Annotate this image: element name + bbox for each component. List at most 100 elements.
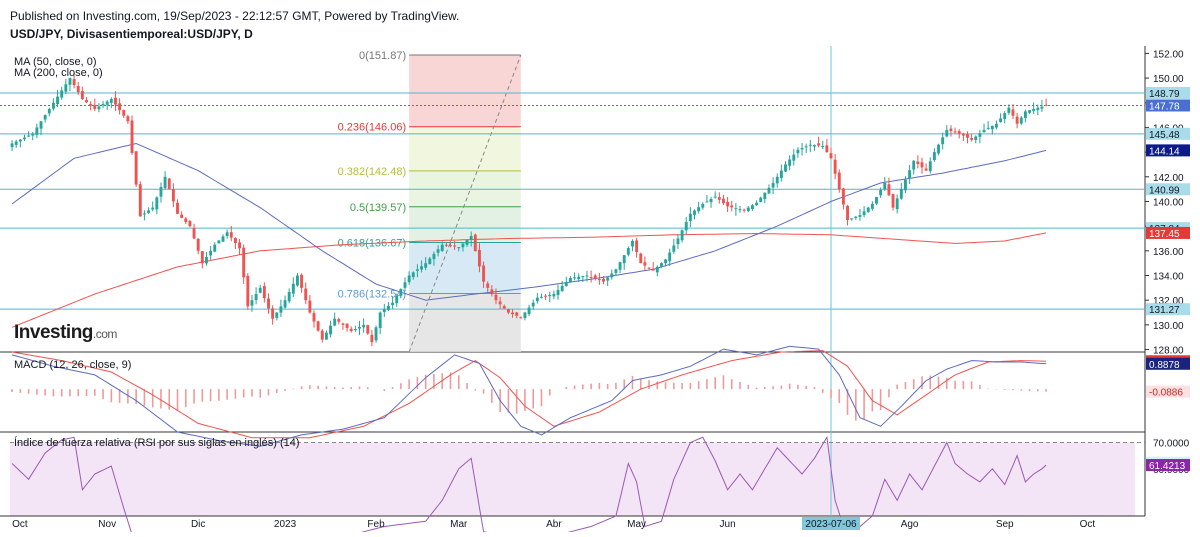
candle-79 bbox=[337, 319, 341, 322]
fib-trend-line bbox=[408, 54, 522, 353]
candle-123 bbox=[519, 317, 523, 319]
candle-164 bbox=[688, 213, 692, 222]
candle-104 bbox=[440, 244, 444, 251]
candle-173 bbox=[726, 201, 730, 207]
candle-133 bbox=[560, 285, 564, 292]
candle-134 bbox=[564, 281, 568, 287]
candle-246 bbox=[1028, 110, 1031, 113]
candle-214 bbox=[895, 198, 899, 210]
candle-203 bbox=[850, 218, 854, 220]
candle-22 bbox=[101, 103, 105, 106]
candle-58 bbox=[250, 300, 254, 306]
price-tick-label-2: 132.00 bbox=[1153, 296, 1184, 307]
published-caption: Published on Investing.com, 19/Sep/2023 … bbox=[10, 9, 460, 23]
candle-72 bbox=[308, 300, 312, 313]
candle-153 bbox=[643, 262, 647, 266]
candle-197 bbox=[825, 145, 829, 153]
candle-71 bbox=[304, 288, 308, 301]
candle-144 bbox=[606, 277, 610, 281]
candle-16 bbox=[76, 86, 80, 93]
price-label-0: 148.79 bbox=[1149, 89, 1180, 100]
candle-196 bbox=[821, 145, 825, 148]
candle-55 bbox=[238, 242, 241, 249]
candle-99 bbox=[420, 266, 423, 270]
candle-160 bbox=[672, 245, 676, 252]
candle-73 bbox=[312, 313, 316, 322]
candle-202 bbox=[846, 205, 849, 220]
candle-238 bbox=[994, 123, 998, 128]
candle-60 bbox=[258, 287, 262, 293]
candle-111 bbox=[469, 236, 473, 240]
candle-211 bbox=[883, 182, 887, 190]
rsi-label-1: 61.4213 bbox=[1149, 461, 1186, 472]
candle-8 bbox=[43, 115, 47, 120]
candle-207 bbox=[866, 207, 870, 213]
candle-74 bbox=[316, 321, 320, 331]
candle-15 bbox=[72, 79, 76, 86]
candle-151 bbox=[635, 240, 639, 253]
candle-110 bbox=[465, 239, 469, 245]
price-label-0-bg bbox=[1146, 87, 1190, 100]
candle-27 bbox=[122, 109, 126, 116]
candle-236 bbox=[986, 127, 990, 129]
candle-180 bbox=[755, 202, 759, 206]
candle-130 bbox=[548, 294, 552, 297]
candle-117 bbox=[494, 294, 498, 301]
price-label-4-bg bbox=[1146, 183, 1190, 196]
fib-zone-4 bbox=[409, 242, 521, 294]
candle-248 bbox=[1036, 107, 1040, 111]
candle-26 bbox=[118, 103, 122, 111]
candle-109 bbox=[461, 243, 465, 248]
candle-75 bbox=[320, 330, 324, 340]
candle-10 bbox=[51, 102, 55, 109]
candle-116 bbox=[490, 289, 494, 295]
candle-53 bbox=[229, 232, 233, 238]
candle-12 bbox=[60, 90, 64, 98]
candle-213 bbox=[891, 194, 895, 208]
rsi-title: Índice de fuerza relativa (RSI por sus s… bbox=[14, 437, 300, 449]
candle-76 bbox=[324, 332, 328, 340]
candle-103 bbox=[436, 249, 440, 253]
candle-163 bbox=[684, 222, 688, 231]
candle-14 bbox=[68, 78, 72, 85]
candle-131 bbox=[552, 294, 556, 297]
candle-189 bbox=[792, 154, 796, 161]
candle-193 bbox=[808, 144, 812, 146]
candle-159 bbox=[668, 252, 672, 262]
candle-7 bbox=[39, 121, 43, 129]
candle-25 bbox=[114, 97, 117, 105]
macd-title: MACD (12, 26, close, 9) bbox=[14, 359, 132, 371]
candle-149 bbox=[626, 248, 630, 255]
candle-242 bbox=[1011, 109, 1015, 116]
candle-243 bbox=[1015, 116, 1019, 124]
candle-37 bbox=[163, 176, 167, 189]
candle-169 bbox=[709, 199, 713, 203]
candle-220 bbox=[920, 162, 924, 168]
price-tick-label-0: 128.00 bbox=[1153, 346, 1184, 357]
candle-28 bbox=[126, 116, 130, 122]
candle-96 bbox=[407, 275, 411, 283]
macd-label-2-bg bbox=[1146, 385, 1190, 398]
candle-83 bbox=[353, 328, 357, 331]
candle-94 bbox=[399, 289, 403, 296]
candle-68 bbox=[291, 283, 295, 294]
price-label-2-bg bbox=[1146, 127, 1190, 140]
fib-zone-5 bbox=[409, 293, 521, 352]
candle-185 bbox=[775, 176, 779, 184]
candle-3 bbox=[23, 137, 26, 140]
rsi-tick-label-0: 70.0000 bbox=[1153, 439, 1190, 450]
symbol-title: USD/JPY, Divisasentiemporeal:USD/JPY, D bbox=[10, 27, 253, 41]
candle-226 bbox=[945, 129, 949, 137]
candle-250 bbox=[1044, 104, 1048, 106]
candle-141 bbox=[593, 275, 597, 279]
candle-54 bbox=[233, 237, 237, 244]
candle-41 bbox=[180, 214, 184, 218]
price-label-7-bg bbox=[1146, 303, 1190, 316]
time-label-3: 2023 bbox=[274, 519, 297, 530]
candle-181 bbox=[759, 197, 763, 203]
candle-146 bbox=[614, 269, 618, 273]
candle-170 bbox=[713, 196, 717, 198]
candle-2 bbox=[18, 139, 22, 142]
